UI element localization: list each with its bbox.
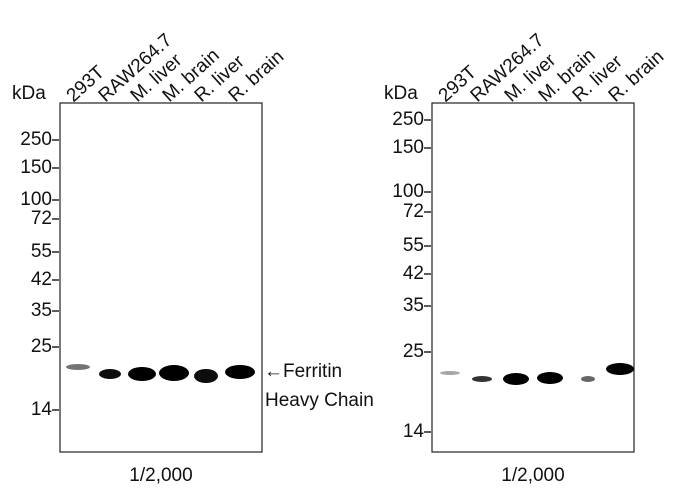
- dilution-label: 1/2,000: [501, 465, 564, 486]
- marker-label: 14: [31, 399, 53, 420]
- unit-label: kDa: [384, 83, 418, 104]
- band: [440, 371, 460, 375]
- band: [581, 376, 595, 382]
- blot-membrane: [431, 102, 635, 453]
- marker-label: 42: [403, 263, 424, 284]
- marker-label: 42: [31, 269, 52, 290]
- marker-label: 55: [31, 241, 52, 262]
- band: [606, 363, 634, 375]
- dilution-label: 1/2,000: [129, 465, 192, 486]
- band: [159, 365, 189, 381]
- marker-label: 100: [20, 189, 52, 210]
- marker-label: 150: [392, 137, 424, 158]
- marker-label: 100: [392, 181, 424, 202]
- band: [99, 369, 121, 379]
- band: [472, 376, 492, 382]
- blot-membrane: [59, 102, 263, 453]
- band: [503, 373, 529, 385]
- marker-label: 25: [403, 341, 424, 362]
- band: [128, 367, 156, 381]
- annotation: ←Ferritin: [264, 361, 342, 382]
- unit-label: kDa: [12, 83, 46, 104]
- marker-label: 72: [403, 201, 424, 222]
- marker-label: 55: [403, 235, 424, 256]
- band: [66, 364, 90, 370]
- marker-label: 14: [403, 421, 425, 442]
- marker-label: 250: [20, 129, 52, 150]
- marker-label: 25: [31, 336, 52, 357]
- band: [194, 369, 218, 383]
- marker-label: 72: [31, 208, 52, 229]
- marker-label: 35: [31, 300, 52, 321]
- marker-label: 150: [20, 157, 52, 178]
- band: [225, 365, 255, 379]
- marker-label: 250: [392, 109, 424, 130]
- marker-label: 35: [403, 295, 424, 316]
- annotation: Heavy Chain: [265, 390, 374, 411]
- band: [537, 372, 563, 384]
